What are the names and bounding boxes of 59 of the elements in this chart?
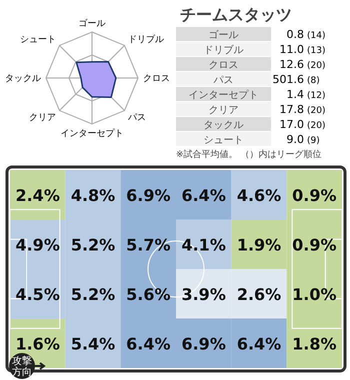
data-label: 2.4% xyxy=(15,186,60,205)
category-label: クリア xyxy=(208,105,238,116)
text: 1.4 xyxy=(286,88,304,101)
spoke-label: クリア xyxy=(28,112,56,123)
data-label: 6.4% xyxy=(126,334,171,354)
spoke-label: ドリブル xyxy=(128,34,164,46)
data-label: 6.9% xyxy=(181,334,226,354)
annotation: 攻撃方向 xyxy=(12,355,32,378)
data-label: 0.9% xyxy=(292,186,337,205)
data-label: 6.4% xyxy=(181,186,226,205)
data-label: 5.2% xyxy=(70,284,116,304)
category-label: ゴール xyxy=(208,29,238,41)
text: (20) xyxy=(307,106,326,116)
data-label: 4.9% xyxy=(15,235,60,254)
data-label: 4.8% xyxy=(70,186,116,205)
data-label: 4.1% xyxy=(181,235,226,254)
data-label: 1.9% xyxy=(236,235,282,254)
text: (9) xyxy=(307,136,320,146)
data-label: 3.9% xyxy=(181,284,226,304)
spoke-label: タックル xyxy=(5,74,41,84)
data-label: 4.5% xyxy=(15,284,60,304)
data-label: 1.6% xyxy=(15,334,60,354)
data-label: 5.7% xyxy=(126,235,171,254)
text: 0.8 xyxy=(286,28,304,41)
text: チームスタッツ xyxy=(180,5,292,24)
spoke-label: クロス xyxy=(143,74,170,84)
data-label: 6.4% xyxy=(236,334,282,354)
data-label: 5.2% xyxy=(70,235,116,254)
text: 17.0 xyxy=(280,118,304,131)
text: ※試合平均値。 （）内はリーグ順位 xyxy=(176,149,322,160)
text: (20) xyxy=(307,121,326,131)
category-label: ドリブル xyxy=(204,44,244,56)
text: 501.6 xyxy=(272,73,304,86)
text: (20) xyxy=(307,61,326,71)
data-label: 1.0% xyxy=(292,284,337,304)
data-label: 5.6% xyxy=(126,284,171,304)
text: 9.0 xyxy=(286,133,304,146)
spoke-label: インターセプト xyxy=(60,128,124,139)
category-label: シュート xyxy=(204,135,244,146)
data-label: 5.4% xyxy=(70,334,116,354)
text: (8) xyxy=(307,76,320,86)
category-label: パス xyxy=(212,75,234,86)
data-label: 1.8% xyxy=(292,334,337,354)
spoke-label: シュート xyxy=(20,35,56,46)
text: 11.0 xyxy=(280,43,304,56)
data-label: 0.9% xyxy=(292,235,337,254)
data-label: 6.9% xyxy=(126,186,171,205)
text: 17.8 xyxy=(280,103,304,116)
text: (14) xyxy=(307,31,326,41)
spoke-label: ゴール xyxy=(78,18,106,29)
data-label: 2.6% xyxy=(236,284,282,304)
text: 12.6 xyxy=(280,58,304,71)
category-label: インターセプト xyxy=(188,89,258,101)
spoke-label: パス xyxy=(127,112,146,123)
data-label: 4.6% xyxy=(236,186,282,205)
text: (12) xyxy=(307,91,326,101)
category-label: タックル xyxy=(204,120,244,131)
text: (13) xyxy=(307,46,326,56)
category-label: クロス xyxy=(208,60,238,71)
